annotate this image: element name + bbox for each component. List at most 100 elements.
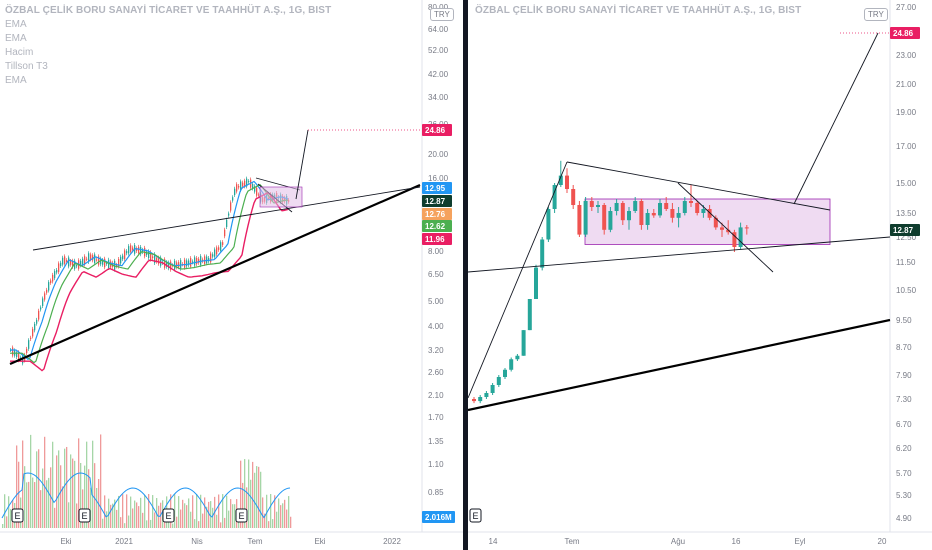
upper-channel-line	[566, 161, 831, 211]
candle	[602, 205, 607, 230]
right-price-tick: 4.90	[896, 514, 912, 523]
left-time-tick: Eki	[314, 537, 325, 546]
price-badge-12.95: 12.95	[422, 182, 452, 194]
volume-bar	[6, 516, 8, 528]
candle	[639, 201, 644, 225]
price-candle	[62, 257, 64, 265]
indicator-label[interactable]: EMA	[5, 33, 27, 44]
candle	[509, 359, 514, 370]
earnings-event-marker[interactable]: E	[162, 508, 175, 523]
right-price-tick: 6.70	[896, 420, 912, 429]
price-candle	[36, 319, 38, 324]
svg-text:12.87: 12.87	[425, 197, 446, 206]
volume-bar	[184, 503, 186, 528]
right-chart-header: ÖZBAL ÇELİK BORU SANAYİ TİCARET VE TAAHH…	[475, 4, 801, 18]
price-candle	[254, 186, 256, 192]
volume-bar	[254, 472, 256, 528]
price-candle	[76, 265, 78, 267]
price-candle	[188, 260, 190, 266]
volume-bar	[8, 496, 10, 528]
right-chart-canvas[interactable]: 27.0025.0023.0021.0019.0017.0015.0013.50…	[468, 0, 932, 550]
price-candle	[258, 194, 260, 196]
volume-bar	[122, 494, 124, 528]
pane-divider[interactable]	[463, 0, 468, 550]
volume-bar	[216, 514, 218, 528]
right-price-tick: 15.00	[896, 179, 917, 188]
candle	[503, 369, 507, 377]
support-trendline	[9, 183, 421, 366]
svg-text:11.96: 11.96	[425, 235, 445, 244]
price-candle	[184, 259, 186, 268]
left-symbol-title: ÖZBAL ÇELİK BORU SANAYİ TİCARET VE TAAHH…	[5, 5, 332, 16]
candle	[534, 267, 538, 299]
volume-bar	[266, 494, 268, 528]
volume-bar	[34, 482, 36, 528]
volume-bar	[278, 498, 280, 528]
price-candle	[30, 337, 32, 340]
volume-bar	[64, 448, 66, 528]
volume-bar	[186, 505, 188, 528]
volume-bar	[120, 517, 122, 528]
volume-bar	[52, 441, 54, 528]
volume-bar	[270, 494, 272, 528]
volume-bar	[18, 461, 20, 528]
right-price-tick: 17.00	[896, 142, 917, 151]
volume-bar	[74, 460, 76, 528]
volume-bar	[28, 481, 30, 528]
indicator-label[interactable]: EMA	[5, 75, 27, 86]
volume-bar	[276, 511, 278, 528]
volume-bar	[80, 462, 82, 528]
volume-bar	[194, 519, 196, 528]
left-chart-pane[interactable]: 80.0064.0052.0042.0034.0026.0020.0016.00…	[0, 0, 463, 550]
candle	[707, 209, 712, 218]
indicator-label[interactable]: EMA	[5, 19, 27, 30]
price-candle	[104, 258, 106, 268]
earnings-event-marker[interactable]: E	[235, 508, 248, 523]
price-candle	[130, 245, 132, 252]
volume-bar	[192, 495, 194, 528]
price-candle	[118, 259, 120, 267]
volume-bar	[258, 466, 260, 528]
volume-bar	[252, 461, 254, 528]
volume-bar	[92, 440, 94, 528]
volume-bar	[152, 495, 154, 528]
support-trendline	[468, 318, 891, 412]
left-chart-canvas[interactable]: 80.0064.0052.0042.0034.0026.0020.0016.00…	[0, 0, 463, 550]
earnings-event-marker[interactable]: E	[78, 508, 91, 523]
price-candle	[124, 250, 126, 260]
price-candle	[222, 242, 224, 245]
right-price-tick: 23.00	[896, 51, 917, 60]
earnings-event-marker[interactable]: E	[469, 508, 482, 523]
price-candle	[158, 257, 160, 264]
volume-bar	[58, 450, 60, 528]
volume-bar	[220, 522, 222, 528]
volume-bar	[242, 482, 244, 528]
price-candle	[198, 258, 200, 263]
volume-bar	[106, 511, 108, 528]
target-projection-line	[793, 32, 879, 205]
price-candle	[46, 289, 48, 293]
volume-bar	[176, 516, 178, 528]
volume-bar	[110, 504, 112, 528]
volume-bar	[178, 496, 180, 528]
right-chart-pane[interactable]: 27.0025.0023.0021.0019.0017.0015.0013.50…	[468, 0, 932, 550]
candle	[744, 227, 749, 229]
left-price-tick: 20.00	[428, 150, 449, 159]
right-price-tick: 6.20	[896, 444, 912, 453]
price-candle	[224, 229, 226, 237]
earnings-event-marker[interactable]: E	[11, 508, 24, 523]
price-candle	[226, 219, 228, 227]
left-time-tick: Tem	[247, 537, 262, 546]
indicator-label[interactable]: Tillson T3	[5, 61, 48, 72]
price-badge-24.86: 24.86	[890, 27, 920, 39]
left-price-tick: 2.10	[428, 391, 444, 400]
price-candle	[220, 242, 222, 251]
svg-text:24.86: 24.86	[893, 29, 914, 38]
candle	[713, 217, 718, 228]
volume-bar	[126, 494, 128, 528]
indicator-label[interactable]: Hacim	[5, 47, 34, 58]
price-candle	[100, 258, 102, 265]
volume-bar	[94, 463, 96, 528]
price-candle	[192, 261, 194, 263]
price-candle	[82, 258, 84, 265]
